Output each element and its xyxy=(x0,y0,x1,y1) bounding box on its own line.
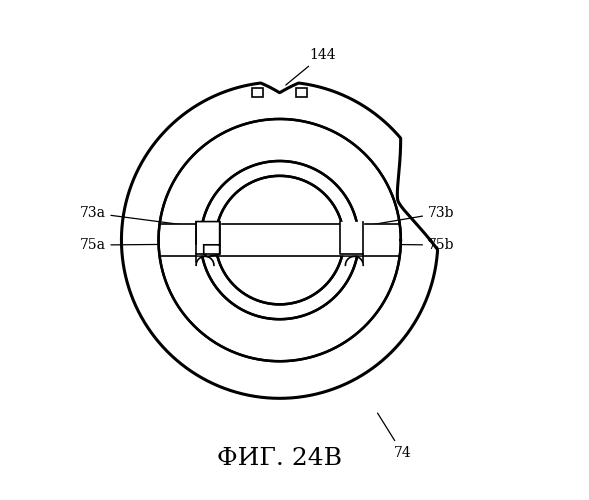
Text: 73a: 73a xyxy=(80,206,204,228)
Text: 74: 74 xyxy=(378,413,411,460)
Text: 73b: 73b xyxy=(355,206,455,228)
Text: 144: 144 xyxy=(286,48,336,85)
Polygon shape xyxy=(196,222,220,254)
Polygon shape xyxy=(252,88,263,96)
Polygon shape xyxy=(160,224,400,256)
Polygon shape xyxy=(340,222,363,254)
Polygon shape xyxy=(196,222,220,256)
Polygon shape xyxy=(296,88,307,96)
Text: 75a: 75a xyxy=(80,238,197,252)
Polygon shape xyxy=(201,161,359,319)
Polygon shape xyxy=(158,119,401,361)
Text: ФИГ. 24В: ФИГ. 24В xyxy=(217,447,342,470)
Polygon shape xyxy=(121,83,438,398)
Text: 75b: 75b xyxy=(362,238,455,252)
Polygon shape xyxy=(216,176,344,304)
